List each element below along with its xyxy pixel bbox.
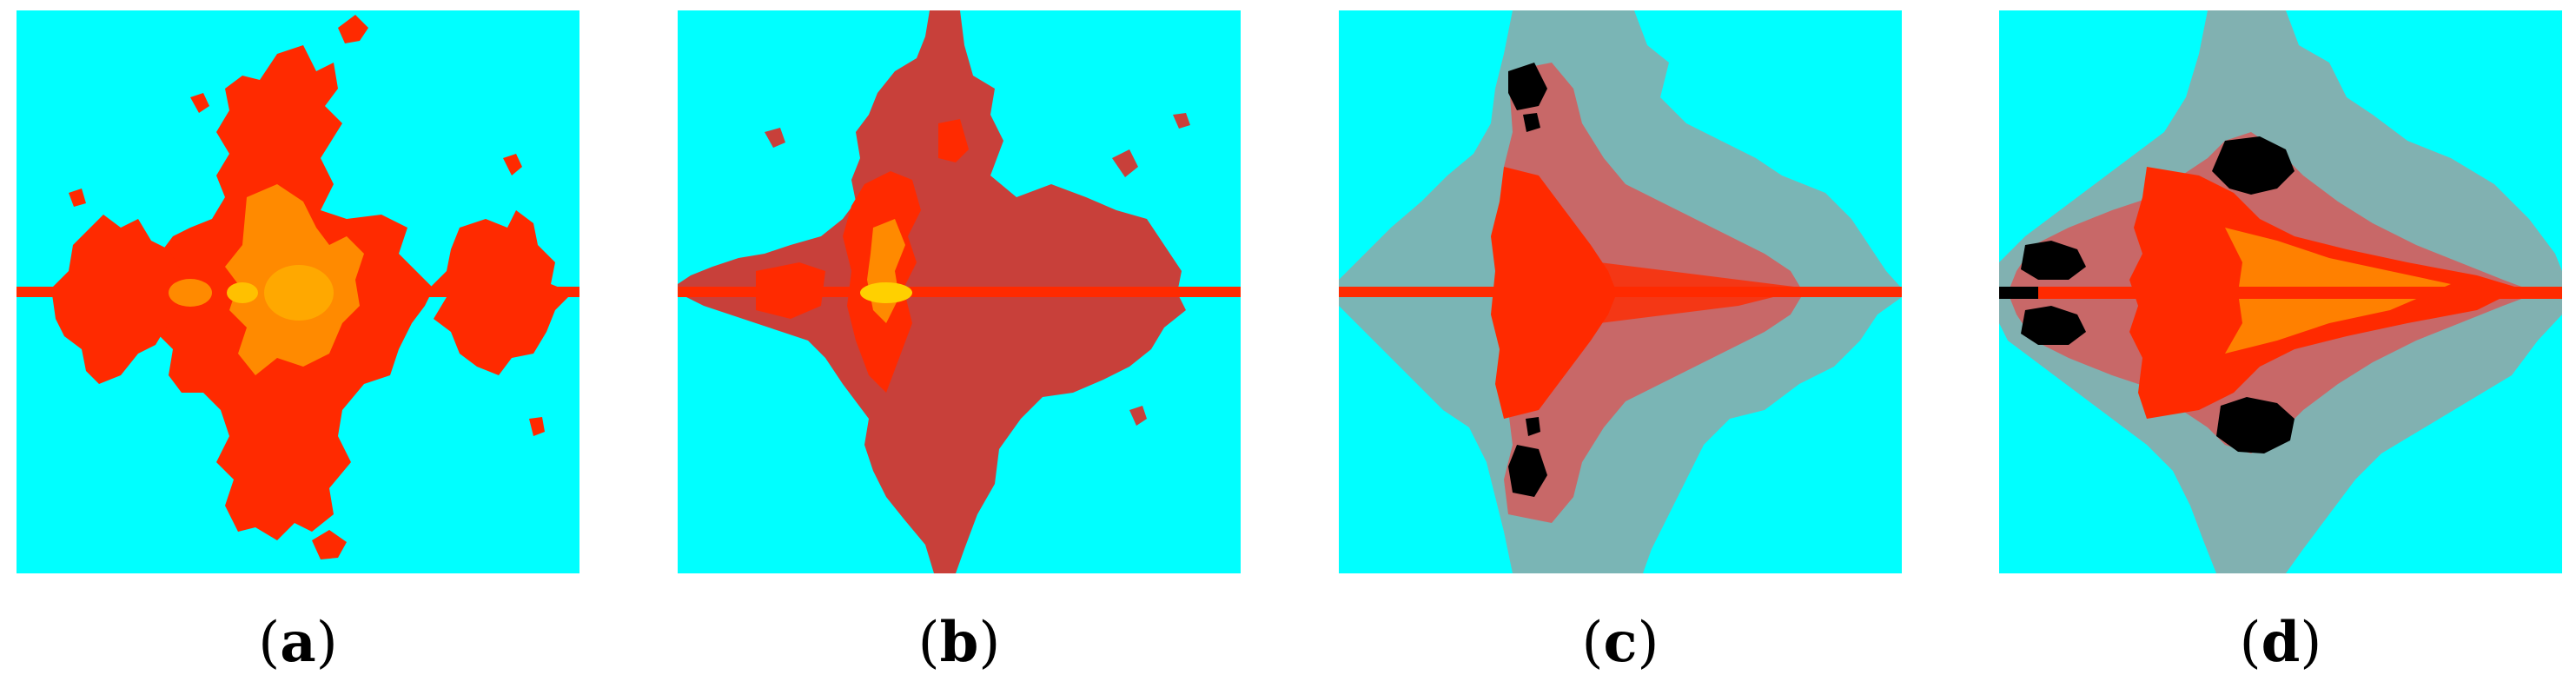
fractal-image-b	[678, 10, 1241, 573]
fractal-image-c-svg	[1339, 10, 1902, 573]
caption-c: (c)	[1339, 608, 1902, 678]
caption-d-open: (	[2239, 611, 2261, 675]
fractal-image-c	[1339, 10, 1902, 573]
caption-b: (b)	[678, 608, 1241, 678]
caption-a-open: (	[258, 611, 281, 675]
caption-c-open: (	[1581, 611, 1604, 675]
caption-c-close: )	[1637, 611, 1659, 675]
fractal-image-b-svg	[678, 10, 1241, 573]
fractal-image-a	[17, 10, 579, 573]
fractal-image-d	[1999, 10, 2562, 573]
caption-a-letter: a	[280, 610, 316, 675]
fractal-image-a-svg	[17, 10, 579, 573]
caption-d-close: )	[2300, 611, 2322, 675]
caption-c-letter: c	[1603, 610, 1638, 675]
caption-d-letter: d	[2261, 610, 2301, 675]
caption-d: (d)	[1999, 608, 2562, 678]
caption-a: (a)	[17, 608, 579, 678]
caption-b-open: (	[917, 611, 940, 675]
caption-a-close: )	[315, 611, 338, 675]
fractal-image-d-svg	[1999, 10, 2562, 573]
caption-b-close: )	[978, 611, 1001, 675]
caption-b-letter: b	[939, 610, 979, 675]
